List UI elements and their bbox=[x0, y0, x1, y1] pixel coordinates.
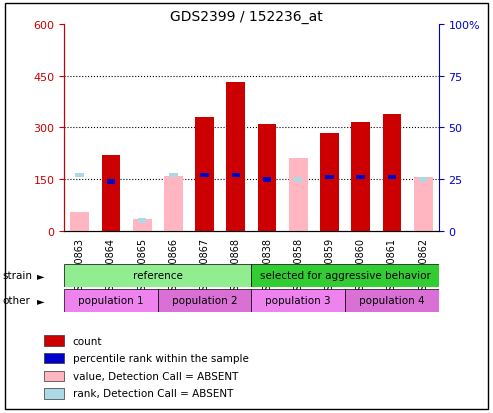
Bar bbox=[419, 177, 427, 182]
Text: percentile rank within the sample: percentile rank within the sample bbox=[73, 353, 248, 363]
Bar bbox=[414, 178, 432, 231]
Bar bbox=[75, 173, 84, 178]
Bar bbox=[289, 159, 308, 231]
Bar bbox=[164, 176, 183, 231]
Text: count: count bbox=[73, 336, 102, 346]
Bar bbox=[232, 173, 240, 178]
Bar bbox=[294, 177, 303, 182]
Bar bbox=[356, 175, 365, 180]
Bar bbox=[345, 289, 439, 312]
Bar bbox=[158, 289, 251, 312]
Bar bbox=[325, 175, 334, 180]
Text: reference: reference bbox=[133, 271, 183, 281]
Text: ►: ► bbox=[37, 271, 44, 280]
Text: population 2: population 2 bbox=[172, 295, 238, 306]
Text: value, Detection Call = ABSENT: value, Detection Call = ABSENT bbox=[73, 371, 238, 381]
Text: population 3: population 3 bbox=[265, 295, 331, 306]
Bar bbox=[44, 388, 64, 399]
Bar bbox=[169, 173, 177, 178]
Bar bbox=[64, 264, 251, 287]
Text: ►: ► bbox=[37, 296, 44, 306]
Bar bbox=[258, 125, 277, 231]
Bar bbox=[263, 177, 271, 182]
Bar bbox=[320, 133, 339, 231]
Bar bbox=[102, 156, 120, 231]
Text: selected for aggressive behavior: selected for aggressive behavior bbox=[260, 271, 430, 281]
Text: population 4: population 4 bbox=[359, 295, 425, 306]
Bar bbox=[251, 264, 439, 287]
Bar bbox=[352, 123, 370, 231]
Bar bbox=[70, 212, 89, 231]
Bar bbox=[251, 289, 345, 312]
Bar bbox=[195, 118, 214, 231]
Bar bbox=[44, 371, 64, 381]
Text: rank, Detection Call = ABSENT: rank, Detection Call = ABSENT bbox=[73, 388, 233, 399]
Bar bbox=[200, 173, 209, 178]
Text: other: other bbox=[2, 296, 31, 306]
Bar bbox=[106, 179, 115, 184]
Bar bbox=[226, 83, 245, 231]
Bar bbox=[133, 219, 151, 231]
Bar bbox=[44, 335, 64, 346]
Bar bbox=[138, 218, 146, 223]
Text: strain: strain bbox=[2, 271, 33, 280]
Bar bbox=[387, 175, 396, 180]
Text: population 1: population 1 bbox=[78, 295, 144, 306]
Bar bbox=[44, 353, 64, 363]
Bar bbox=[383, 114, 401, 231]
Text: GDS2399 / 152236_at: GDS2399 / 152236_at bbox=[170, 10, 323, 24]
Bar bbox=[64, 289, 158, 312]
